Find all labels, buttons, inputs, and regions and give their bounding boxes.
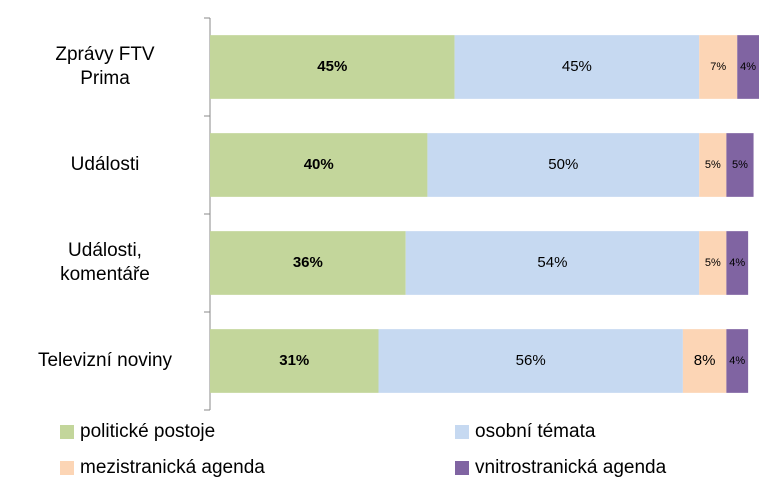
bar-segment: [210, 329, 379, 393]
category-label: Události: [71, 154, 140, 175]
category-label: Události, komentáře: [60, 240, 150, 285]
legend-label: vnitrostranická agenda: [475, 457, 667, 478]
bar-segment: [454, 35, 700, 99]
category-label: Televizní noviny: [38, 350, 173, 371]
legend-swatch: [455, 461, 469, 475]
bar-segment: [427, 133, 700, 197]
bars: 45% 45% 7% 4% 40% 50% 5% 5% 36% 54% 5% 4% 31% 56% 8% 4%: [210, 35, 759, 393]
value-label: 4%: [740, 61, 756, 73]
value-label: 50%: [548, 156, 578, 173]
legend-swatch: [455, 425, 469, 439]
value-label: 45%: [562, 58, 592, 75]
bar-segment: [682, 329, 727, 393]
bar-segment: [737, 35, 759, 99]
value-label: 36%: [293, 254, 323, 271]
value-label: 5%: [705, 159, 721, 171]
bar-segment: [726, 231, 749, 295]
value-label: 5%: [705, 257, 721, 269]
value-label: 45%: [317, 58, 347, 75]
value-label: 54%: [537, 254, 567, 271]
value-label: 7%: [710, 61, 726, 73]
bar-segment: [210, 231, 406, 295]
value-label: 4%: [729, 257, 745, 269]
bar-segment: [405, 231, 700, 295]
legend-swatch: [60, 461, 74, 475]
legend-label: politické postoje: [80, 421, 215, 442]
legend-label: osobní témata: [475, 421, 596, 442]
bar-segment: [726, 329, 749, 393]
value-label: 8%: [694, 352, 716, 369]
value-label: 40%: [304, 156, 334, 173]
bar-segment: [726, 133, 754, 197]
category-label: Zprávy FTV Prima: [55, 44, 155, 89]
legend-label: mezistranická agenda: [80, 457, 265, 478]
bar-segment: [210, 133, 428, 197]
value-label: 56%: [516, 352, 546, 369]
legend-swatch: [60, 425, 74, 439]
value-label: 4%: [729, 355, 745, 367]
value-label: 5%: [732, 159, 748, 171]
value-label: 31%: [279, 352, 309, 369]
bar-segment: [699, 133, 727, 197]
bar-segment: [378, 329, 683, 393]
bar-segment: [699, 35, 738, 99]
bar-segment: [210, 35, 455, 99]
bar-segment: [699, 231, 727, 295]
